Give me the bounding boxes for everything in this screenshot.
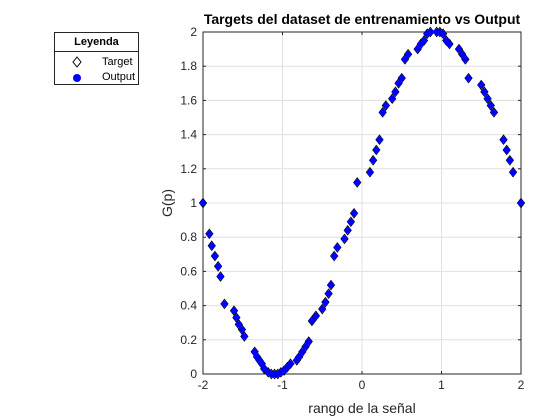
output-point xyxy=(211,252,219,260)
output-point xyxy=(439,30,447,37)
output-point xyxy=(214,263,222,270)
output-point xyxy=(487,102,494,109)
output-point xyxy=(465,74,472,82)
output-point xyxy=(241,333,248,340)
output-point xyxy=(458,51,466,58)
output-point xyxy=(373,146,380,154)
output-point xyxy=(398,74,405,82)
output-point xyxy=(455,45,463,53)
y-tick-label: 0 xyxy=(190,367,197,381)
legend-diamond-icon xyxy=(72,56,82,68)
output-point xyxy=(490,109,498,116)
y-axis-label: G(p) xyxy=(159,189,175,217)
output-series xyxy=(199,28,525,378)
output-point xyxy=(305,338,312,345)
chart-title: Targets del dataset de entrenamiento vs … xyxy=(204,11,521,27)
y-tick-labels: 0 0.2 0.4 0.6 0.8 1 1.2 1.4 1.6 1.8 2 xyxy=(180,25,197,381)
x-tick-label: -2 xyxy=(198,378,209,392)
legend-label-output: Output xyxy=(102,71,136,83)
y-tick-label: 0.6 xyxy=(180,264,197,278)
output-point xyxy=(369,157,377,164)
output-point xyxy=(235,321,242,328)
output-point xyxy=(500,136,507,143)
x-tick-label: -1 xyxy=(277,378,288,392)
output-point xyxy=(327,281,335,289)
output-point xyxy=(251,348,258,355)
output-point xyxy=(258,360,266,367)
output-point xyxy=(299,348,306,355)
output-point xyxy=(484,95,491,102)
output-point xyxy=(503,146,510,154)
y-tick-label: 1.8 xyxy=(180,59,197,73)
y-tick-label: 1.4 xyxy=(180,128,197,142)
output-point xyxy=(206,230,213,237)
x-tick-label: 1 xyxy=(438,378,445,392)
output-point xyxy=(221,300,228,308)
legend-title: Leyenda xyxy=(74,36,119,48)
output-point xyxy=(295,353,303,361)
legend-markers xyxy=(72,56,82,82)
output-point xyxy=(325,290,332,297)
output-point xyxy=(427,28,434,36)
output-point xyxy=(376,136,383,143)
output-point xyxy=(238,326,246,333)
output-point xyxy=(366,169,374,176)
output-point xyxy=(401,56,409,63)
x-axis-label: rango de la señal xyxy=(308,400,415,416)
x-tick-labels: -2 -1 0 1 2 xyxy=(198,378,525,392)
output-point xyxy=(462,56,469,63)
y-tick-label: 0.8 xyxy=(180,230,197,244)
output-point xyxy=(517,199,525,207)
output-point xyxy=(509,169,517,176)
output-point xyxy=(341,235,348,243)
output-point xyxy=(302,343,309,350)
output-point xyxy=(354,179,361,186)
output-point xyxy=(420,37,428,44)
output-point xyxy=(217,273,224,280)
output-point xyxy=(395,80,402,87)
output-point xyxy=(344,227,351,234)
output-point xyxy=(334,244,341,251)
y-tick-label: 0.2 xyxy=(180,333,197,347)
output-point xyxy=(312,312,320,320)
legend: Leyenda Target Output xyxy=(54,32,139,85)
output-point xyxy=(382,102,390,109)
y-tick-label: 2 xyxy=(190,25,197,39)
grid-lines xyxy=(202,31,522,375)
output-point xyxy=(322,298,329,306)
output-point xyxy=(404,51,412,58)
output-point xyxy=(350,210,358,217)
legend-label-target: Target xyxy=(102,56,133,68)
output-point xyxy=(233,314,240,321)
legend-circle-icon xyxy=(73,74,81,82)
output-point xyxy=(414,45,421,53)
output-point xyxy=(379,109,386,116)
output-point xyxy=(506,157,514,164)
output-point xyxy=(481,88,488,96)
output-point xyxy=(347,218,355,226)
output-point xyxy=(287,360,294,367)
output-point xyxy=(199,199,207,207)
output-point xyxy=(478,81,485,89)
y-tick-label: 1 xyxy=(190,196,197,210)
x-tick-label: 2 xyxy=(518,378,525,392)
output-point xyxy=(230,307,238,314)
y-tick-label: 1.2 xyxy=(180,162,197,176)
output-point xyxy=(389,95,396,102)
output-point xyxy=(330,252,338,260)
output-point xyxy=(319,305,326,313)
output-point xyxy=(446,40,453,48)
output-point xyxy=(208,242,215,249)
x-tick-label: 0 xyxy=(359,378,366,392)
y-tick-label: 0.4 xyxy=(180,299,197,313)
output-point xyxy=(392,88,399,96)
y-tick-label: 1.6 xyxy=(180,93,197,107)
legend-divider xyxy=(55,51,138,52)
output-point xyxy=(308,317,316,325)
